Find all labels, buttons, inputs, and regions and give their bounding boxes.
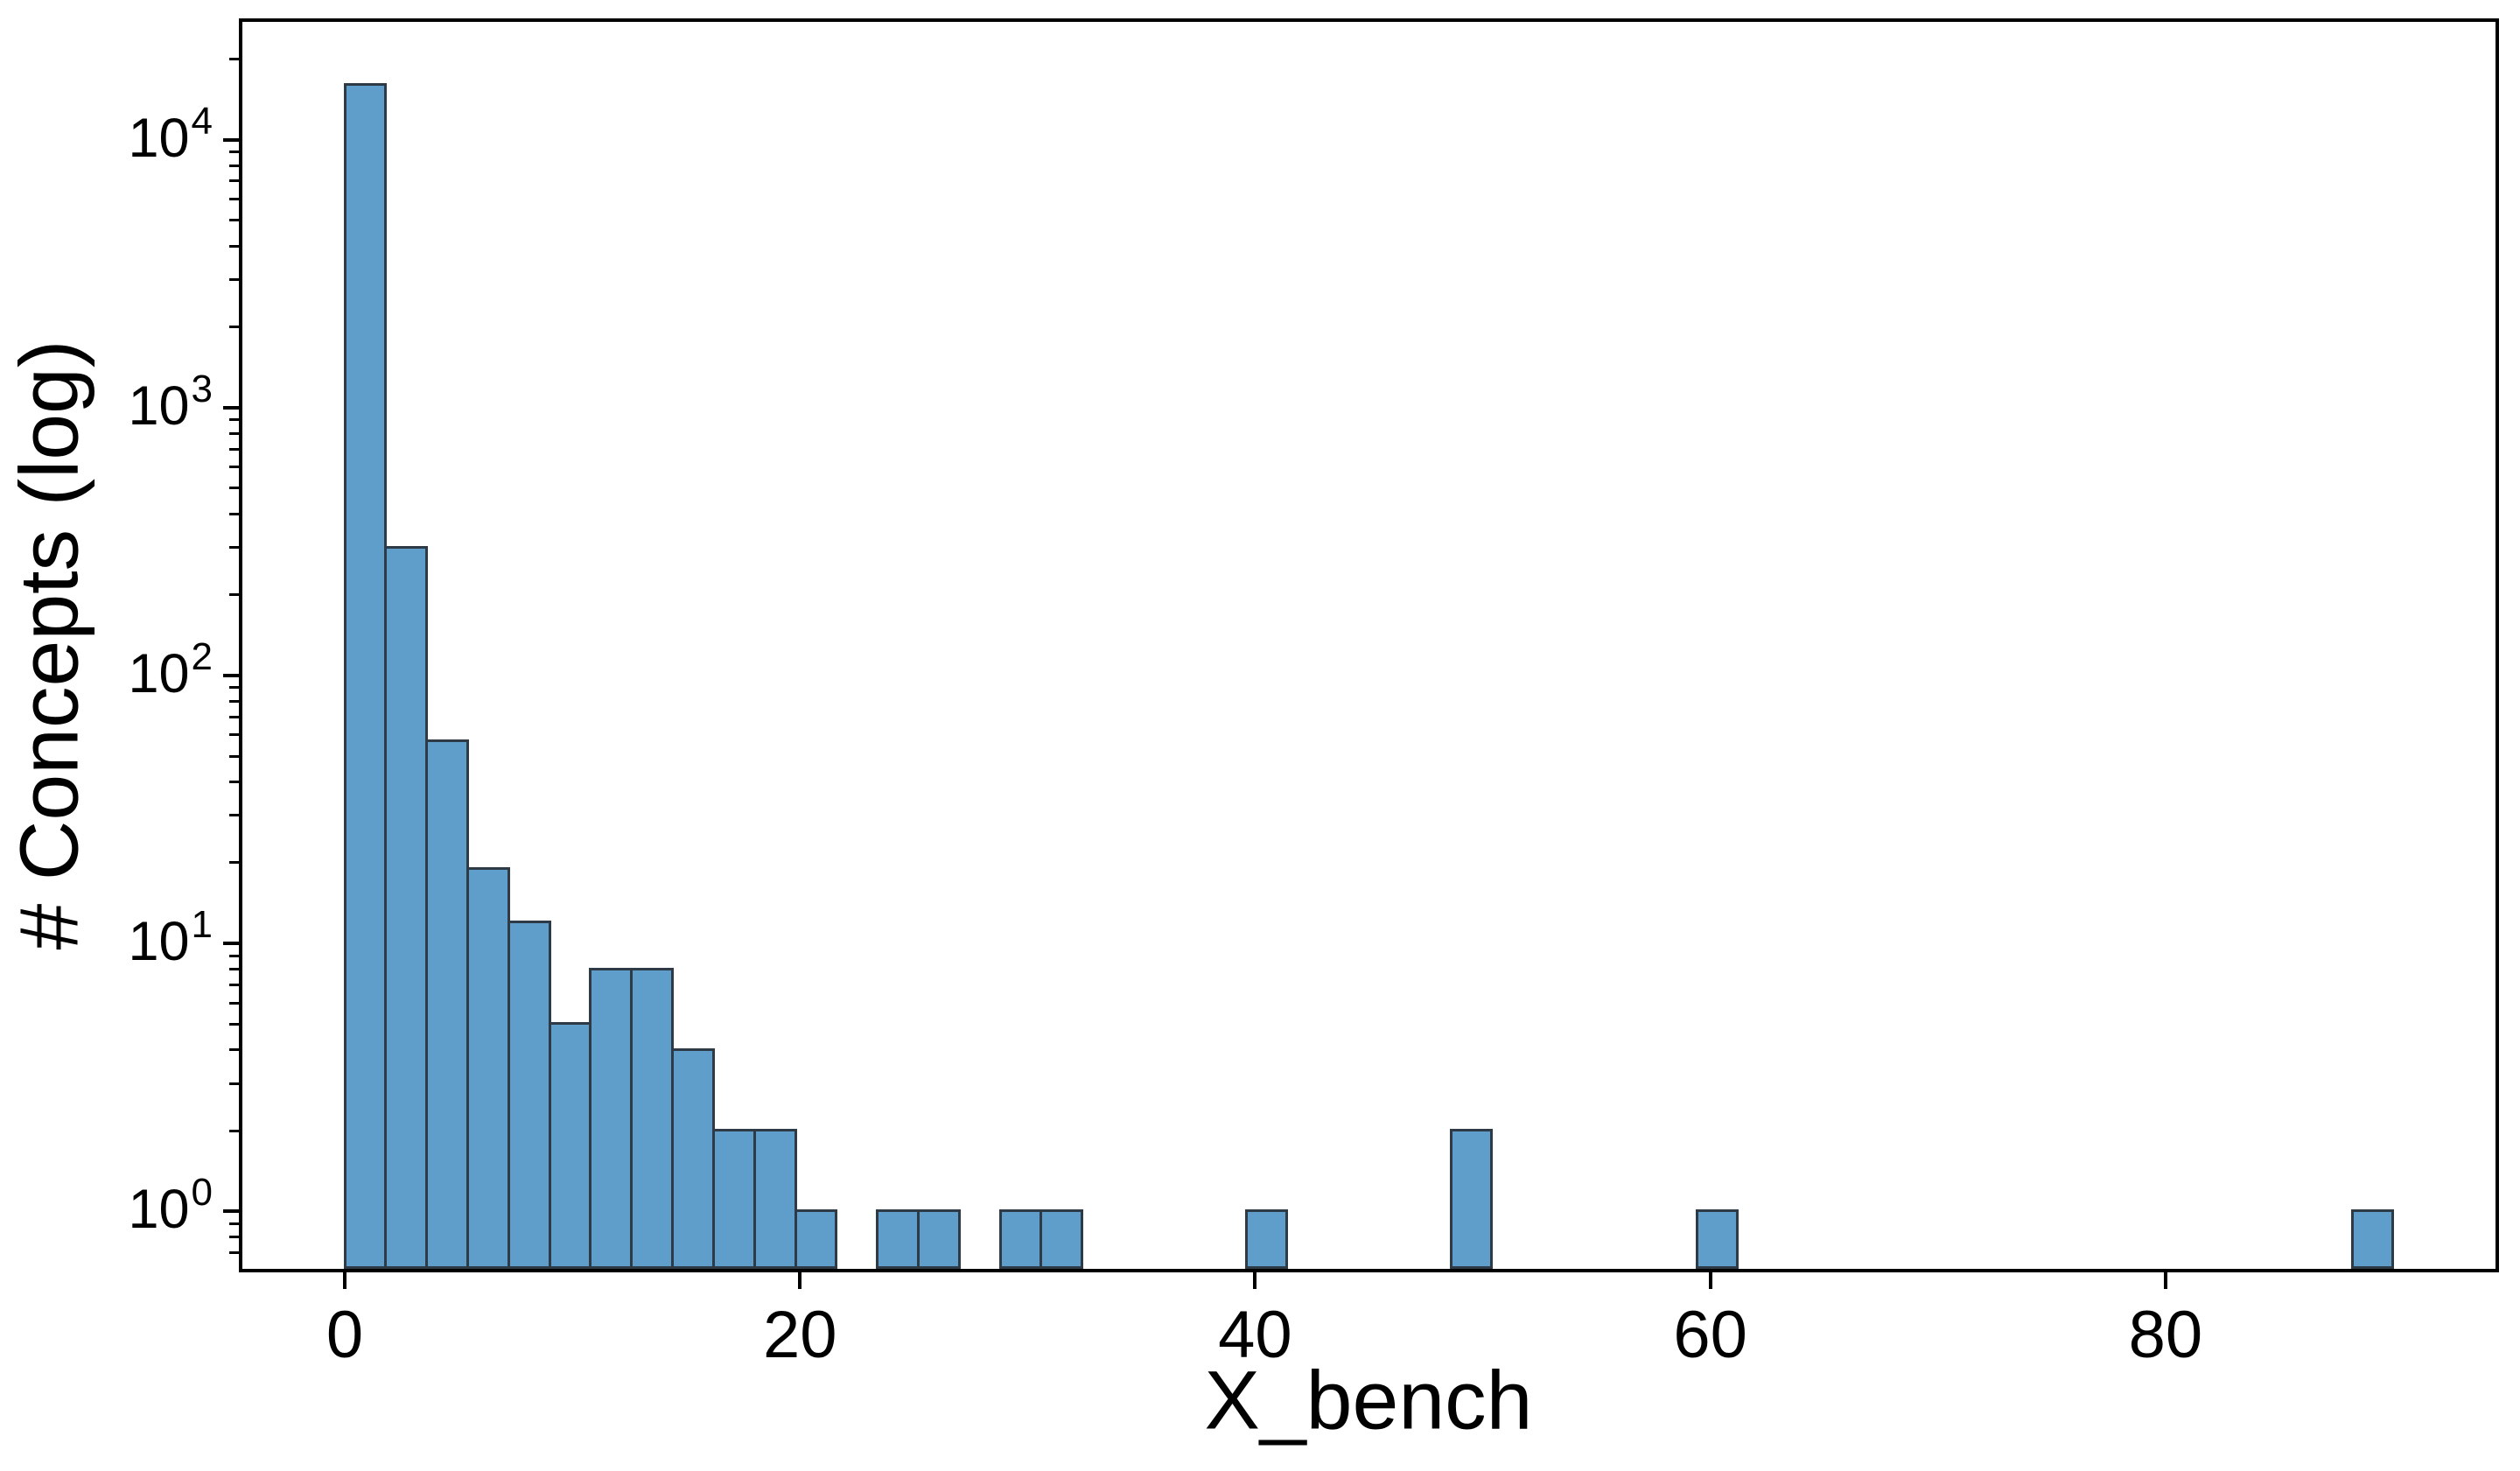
histogram-bar [466,866,510,1269]
y-major-tick [223,673,239,677]
y-minor-tick [229,1022,239,1026]
histogram-bar [2350,1209,2395,1269]
histogram-bar [876,1209,920,1269]
y-minor-tick [229,1251,239,1255]
y-tick-exponent: 4 [191,99,213,143]
y-minor-tick [229,954,239,957]
y-minor-tick [229,715,239,718]
x-tick-label: 40 [1218,1298,1292,1372]
y-minor-tick [229,513,239,516]
y-minor-tick [229,57,239,60]
x-tick-label: 0 [326,1298,364,1372]
y-minor-tick [229,164,239,167]
y-minor-tick [229,1001,239,1005]
y-minor-tick [229,219,239,222]
y-tick-exponent: 1 [191,903,213,947]
y-minor-tick [229,984,239,986]
x-tick [798,1272,802,1289]
y-minor-tick [229,151,239,154]
y-tick-label: 101 [128,906,213,973]
y-minor-tick [229,546,239,550]
x-tick [343,1272,347,1289]
y-minor-tick [229,244,239,248]
y-tick-exponent: 0 [191,1171,213,1215]
y-minor-tick [229,861,239,865]
histogram-bar [711,1129,756,1269]
y-minor-tick [229,593,239,597]
y-minor-tick [229,466,239,469]
y-major-tick [223,1209,239,1214]
histogram-bar [507,920,551,1269]
histogram-bar [671,1047,715,1269]
y-tick-base: 10 [128,1179,190,1241]
histogram-bar [343,83,388,1269]
y-minor-tick [229,431,239,435]
y-major-tick [223,137,239,142]
histogram-bar [917,1209,961,1269]
y-minor-tick [229,781,239,784]
histogram-bar [1244,1209,1289,1269]
plot-area: 0 20 40 60 80 100 101 102 103 104 [128,18,2499,1371]
y-tick-label: 103 [128,369,213,434]
histogram-bar [1449,1129,1494,1269]
y-minor-tick [229,733,239,737]
histogram-bar [794,1209,838,1269]
y-axis-label: # Concepts (log) [3,340,96,950]
histogram-bar [1695,1209,1740,1269]
histogram-bar [1040,1209,1084,1269]
histogram-bar [630,967,675,1269]
y-minor-tick [229,1129,239,1132]
histogram-bar [384,545,429,1269]
y-minor-tick [229,487,239,490]
x-tick-label: 20 [762,1298,837,1372]
y-tick-base: 10 [128,107,190,169]
x-tick [1708,1272,1712,1289]
y-major-tick [223,942,239,946]
y-tick-label: 100 [128,1173,213,1241]
y-minor-tick [229,1082,239,1085]
y-major-tick [223,405,239,410]
histogram-bar [425,739,469,1269]
x-tick-label: 80 [2128,1298,2203,1372]
y-minor-tick [229,1236,239,1239]
x-axis-label: X_bench [1204,1354,1533,1447]
histogram-bar [998,1209,1043,1269]
y-minor-tick [229,1222,239,1225]
y-tick-base: 10 [128,643,190,705]
y-tick-base: 10 [128,375,190,437]
y-minor-tick [229,197,239,200]
y-minor-tick [229,326,239,329]
y-minor-tick [229,179,239,183]
y-tick-exponent: 2 [191,635,213,679]
y-minor-tick [229,700,239,704]
y-minor-tick [229,1048,239,1052]
y-tick-label: 102 [128,638,213,702]
y-minor-tick [229,754,239,758]
x-tick-label: 60 [1673,1298,1747,1372]
y-minor-tick [229,447,239,451]
y-tick-exponent: 3 [191,367,213,410]
x-tick [1253,1272,1257,1289]
y-tick-base: 10 [128,911,190,973]
y-minor-tick [229,968,239,971]
y-tick-label: 104 [128,102,213,169]
histogram-bar [752,1129,797,1269]
x-tick [2163,1272,2167,1289]
histogram-bar [548,1022,592,1269]
y-minor-tick [229,278,239,282]
histogram-bar [589,967,634,1269]
y-minor-tick [229,418,239,422]
y-minor-tick [229,686,239,690]
y-minor-tick [229,814,239,817]
